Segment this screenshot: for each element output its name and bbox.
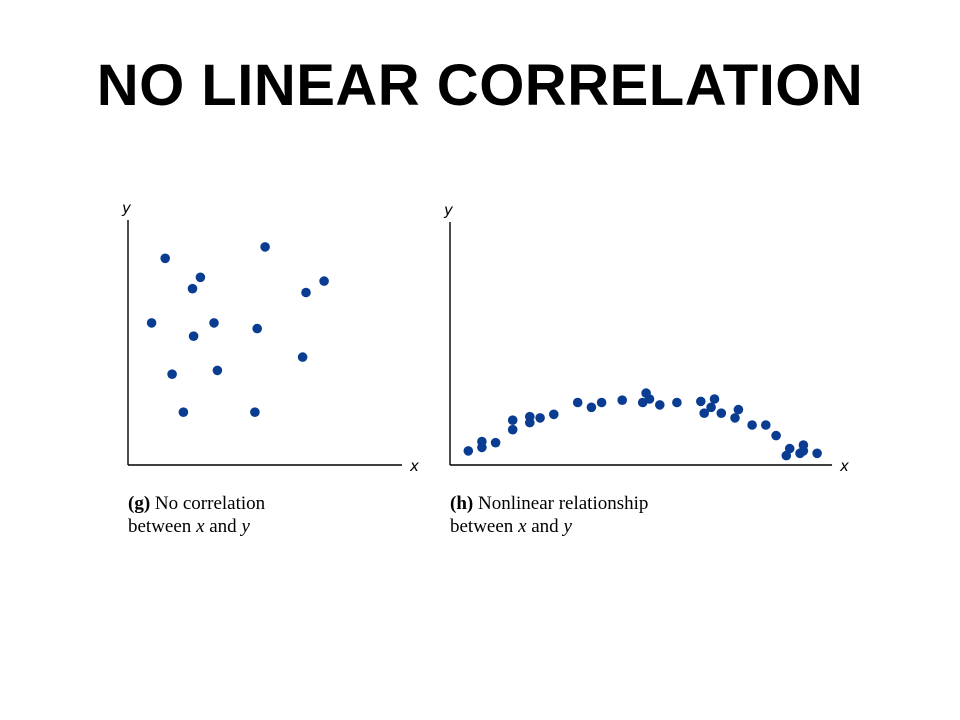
data-point [747,420,757,430]
data-point [195,272,206,283]
data-point [733,404,744,415]
points-group [146,242,329,418]
caption-var-y: y [241,516,250,537]
caption-line-1: (h) Nonlinear relationship [450,492,648,515]
data-point [716,408,727,419]
data-point [572,397,583,408]
caption-tag: (h) [450,493,474,514]
caption-between: between [128,516,192,537]
data-point [617,395,627,406]
data-point [696,396,706,407]
data-point [301,287,311,298]
scatter-panel-h: y x [443,201,849,475]
points-group [463,388,822,461]
data-point [490,437,501,448]
data-point [730,413,740,423]
data-point [319,276,329,286]
data-point [784,443,795,454]
x-axis-label: x [839,457,849,475]
caption-line-2: between x and y [450,515,648,538]
data-point [507,415,518,426]
data-point [535,413,545,423]
data-point [644,394,655,404]
caption-line-1: (g) No correlation [128,492,265,515]
data-point [212,365,223,376]
caption-between: between [450,516,514,537]
caption-tag: (g) [128,493,151,514]
data-point [586,402,597,413]
data-point [596,397,607,408]
data-point [297,352,308,362]
caption-and: and [209,516,237,537]
caption-var-x: x [196,516,205,537]
data-point [477,436,487,447]
caption-text: No correlation [154,493,266,514]
data-point [709,394,720,404]
caption-var-x: x [518,516,527,537]
data-point [525,411,535,422]
data-point [812,448,822,459]
data-point [699,408,709,419]
data-point [706,402,716,413]
data-point [798,446,809,456]
data-point [146,318,157,328]
page-title: NO LINEAR CORRELATION [96,53,864,118]
data-point [463,446,474,456]
data-point [188,331,199,342]
caption-h: (h) Nonlinear relationship between x and… [450,492,648,538]
data-point [209,318,219,328]
data-point [672,397,682,408]
data-point [771,430,781,441]
caption-var-y: y [563,516,572,537]
y-axis-label: y [443,201,454,219]
data-point [250,407,260,418]
data-point [507,424,518,435]
caption-text: Nonlinear relationship [477,493,649,514]
data-point [549,409,559,420]
caption-and: and [531,516,559,537]
data-point [178,407,189,418]
data-point [187,283,198,294]
data-point [655,400,665,410]
data-point [160,253,170,264]
scatter-panel-g: y x [121,199,419,475]
data-point [167,369,177,380]
y-axis-label: y [121,199,132,217]
data-point [761,420,771,430]
caption-line-2: between x and y [128,515,265,538]
caption-g: (g) No correlation between x and y [128,492,265,538]
x-axis-label: x [409,457,419,475]
data-point [252,323,262,334]
data-point [260,242,270,252]
